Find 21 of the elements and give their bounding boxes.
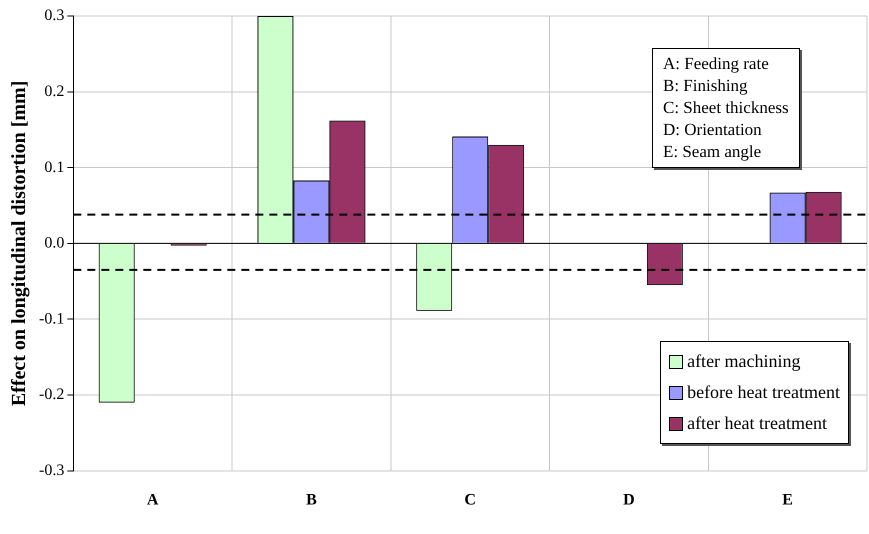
annotation: A: Feeding rate [663, 53, 770, 75]
y-tick-label: 0.1 [44, 158, 64, 176]
x-tick-label: C [464, 492, 476, 509]
legend-label: after heat treatment [687, 412, 827, 435]
legend-label: before heat treatment [687, 381, 840, 404]
y-tick-label: 0.0 [44, 234, 64, 252]
y-tick-label: 0.2 [44, 83, 64, 100]
y-tick-label: -0.2 [39, 386, 64, 404]
x-tick-label: A [146, 492, 159, 509]
y-tick-label: -0.1 [39, 310, 64, 328]
y-tick-label: 0.3 [44, 7, 64, 24]
x-tick-label: E [782, 492, 793, 509]
annotation: C: Sheet thickness [663, 97, 789, 119]
annotation: D: Orientation [663, 119, 763, 141]
y-axis-title: Effect on longitudinal distortion [mm] [8, 80, 30, 406]
annotation: B: Finishing [663, 75, 749, 97]
legend-label: after machining [687, 350, 801, 373]
x-tick-label: B [306, 492, 318, 509]
x-tick-label: D [623, 492, 635, 509]
annotation: E: Seam angle [663, 141, 762, 163]
y-tick-label: -0.3 [39, 462, 64, 480]
